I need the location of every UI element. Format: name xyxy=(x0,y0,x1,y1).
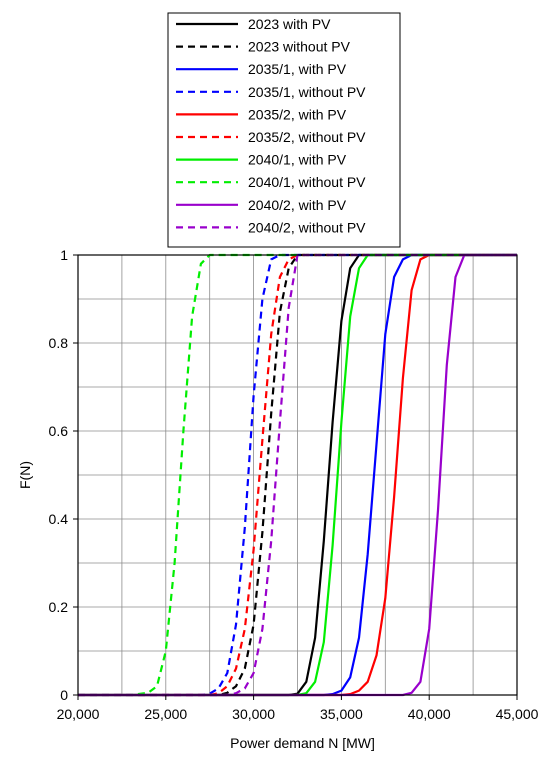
legend: 2023 with PV 2023 without PV 2035/1, with … xyxy=(167,12,401,248)
x-axis: 20,000 25,000 30,000 35,000 40,000 45,000 xyxy=(57,695,539,722)
legend-entry: 2035/1, without PV xyxy=(248,84,366,100)
legend-entry: 2040/2, with PV xyxy=(248,197,347,213)
y-tick-label: 0.4 xyxy=(49,511,69,527)
plot-frame xyxy=(77,254,518,696)
x-tick-label: 25,000 xyxy=(144,706,187,722)
legend-entry: 2023 without PV xyxy=(248,39,351,55)
legend-entry: 2040/1, without PV xyxy=(248,174,366,190)
x-tick-label: 30,000 xyxy=(232,706,275,722)
legend-entry: 2035/2, with PV xyxy=(248,106,347,122)
x-axis-label: Power demand N [MW] xyxy=(230,735,375,751)
y-tick-label: 0.8 xyxy=(49,335,69,351)
x-tick-label: 45,000 xyxy=(496,706,539,722)
legend-box xyxy=(167,12,401,248)
legend-entry: 2035/1, with PV xyxy=(248,61,347,77)
x-tick-label: 35,000 xyxy=(320,706,363,722)
legend-entry: 2023 with PV xyxy=(248,16,331,32)
y-tick-label: 0.2 xyxy=(49,599,69,615)
y-tick-label: 1 xyxy=(60,247,68,263)
y-tick-label: 0.6 xyxy=(49,423,69,439)
y-axis: 0 0.2 0.4 0.6 0.8 1 xyxy=(49,247,78,703)
legend-entry: 2035/2, without PV xyxy=(248,129,366,145)
legend-entry: 2040/2, without PV xyxy=(248,219,366,235)
x-tick-label: 40,000 xyxy=(408,706,451,722)
x-tick-label: 20,000 xyxy=(57,706,100,722)
legend-entry: 2040/1, with PV xyxy=(248,152,347,168)
y-tick-label: 0 xyxy=(60,687,68,703)
y-axis-label: F(N) xyxy=(17,461,33,489)
